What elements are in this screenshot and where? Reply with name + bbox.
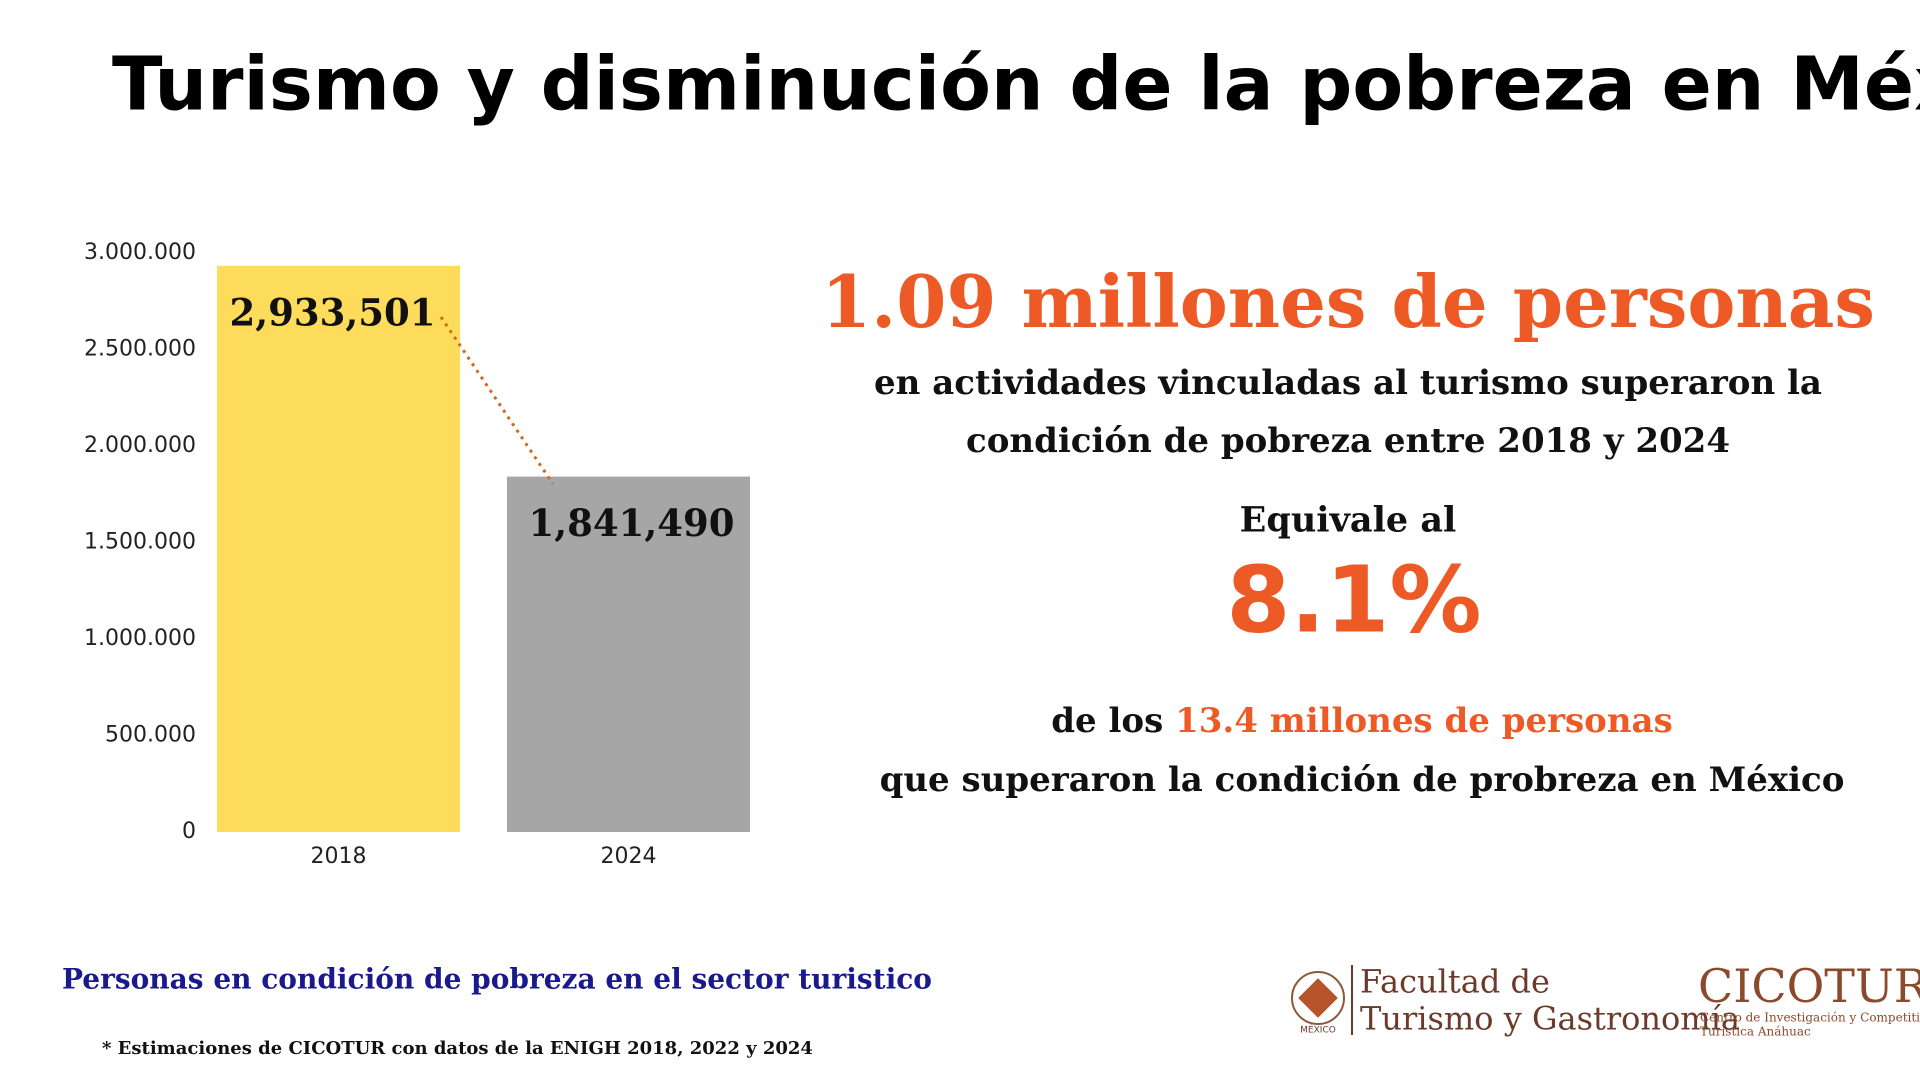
x-tick-label: 2024 — [601, 844, 657, 869]
comparison-highlight: 13.4 millones de personas — [1175, 701, 1673, 741]
logo-text: Facultad de — [1360, 963, 1550, 1001]
y-tick-label: 1.000.000 — [84, 626, 196, 651]
logo-text: Turismo y Gastronomía — [1360, 1000, 1740, 1038]
faculty-logo: MÉXICO Facultad de Turismo y Gastronomía — [1291, 963, 1740, 1038]
comparison-line: de los 13.4 millones de personas — [1051, 701, 1672, 741]
slide-title: Turismo y disminución de la pobreza en M… — [112, 42, 1920, 128]
bar — [217, 265, 460, 832]
comparison-line: que superaron la condición de probreza e… — [880, 760, 1845, 800]
y-tick-label: 500.000 — [105, 723, 196, 748]
y-tick-label: 1.500.000 — [84, 530, 196, 555]
y-tick-label: 2.000.000 — [84, 433, 196, 458]
footnote: * Estimaciones de CICOTUR con datos de l… — [102, 1038, 813, 1059]
logo-text: Turística Anáhuac — [1700, 1025, 1811, 1039]
subline: condición de pobreza entre 2018 y 2024 — [966, 421, 1730, 461]
connector — [439, 316, 555, 485]
y-tick-label: 3.000.000 — [84, 240, 196, 265]
y-tick-label: 0 — [182, 819, 196, 844]
chart-caption: Personas en condición de pobreza en el s… — [62, 963, 932, 996]
x-tick-label: 2018 — [311, 844, 367, 869]
comparison-prefix: de los — [1051, 701, 1163, 741]
logo-text: CICOTUR — [1698, 959, 1920, 1013]
subline: en actividades vinculadas al turismo sup… — [874, 363, 1822, 403]
emblem — [1298, 978, 1338, 1018]
bar — [507, 476, 750, 832]
percent: 8.1% — [1226, 546, 1481, 653]
logo-text: MÉXICO — [1300, 1024, 1336, 1036]
logo-text: Centro de Investigación y Competitividad — [1700, 1011, 1920, 1025]
value-label: 2,933,501 — [230, 290, 436, 334]
equivale: Equivale al — [1240, 500, 1457, 541]
value-label: 1,841,490 — [529, 501, 735, 545]
y-tick-label: 2.500.000 — [84, 337, 196, 362]
cicotur-logo: CICOTUR Centro de Investigación y Compet… — [1698, 959, 1920, 1039]
emblem — [1291, 971, 1345, 1025]
headline: 1.09 millones de personas — [821, 259, 1875, 344]
